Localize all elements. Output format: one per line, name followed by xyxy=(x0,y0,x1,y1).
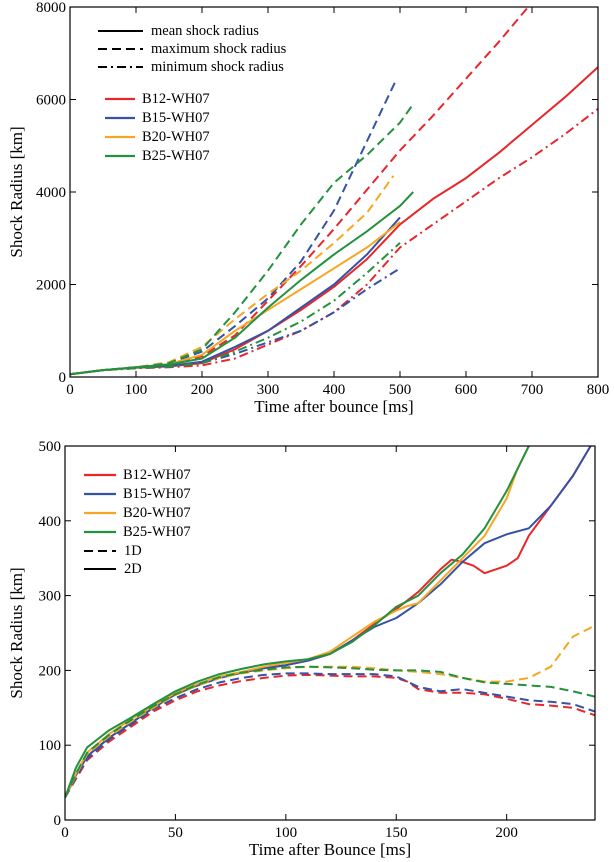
series-line-b15-wh07-minimum xyxy=(70,267,401,376)
x-tick-label: 300 xyxy=(257,382,280,398)
legend-style-label: 2D xyxy=(124,561,142,577)
x-tick-label: 200 xyxy=(191,382,214,398)
y-tick-label: 300 xyxy=(39,589,62,605)
legend-color-label: B25-WH07 xyxy=(123,524,191,540)
series-line-b15-wh07-maximum xyxy=(70,78,398,376)
x-tick-label: 700 xyxy=(521,382,544,398)
series-line-b20-wh07-1d xyxy=(65,624,595,799)
y-tick-label: 4000 xyxy=(36,185,66,201)
legend-color-label: B25-WH07 xyxy=(142,148,210,164)
legend-style-label: minimum shock radius xyxy=(151,59,284,75)
series-line-b15-wh07-1d xyxy=(65,672,595,799)
series-line-b15-wh07-mean xyxy=(70,216,401,376)
y-tick-label: 100 xyxy=(39,738,62,754)
x-tick-label: 0 xyxy=(61,825,69,841)
x-tick-label: 100 xyxy=(125,382,148,398)
x-tick-label: 600 xyxy=(455,382,478,398)
y-tick-label: 6000 xyxy=(36,93,66,109)
x-tick-label: 400 xyxy=(323,382,346,398)
legend-style-label: maximum shock radius xyxy=(151,41,287,57)
legend-color-label: B12-WH07 xyxy=(123,467,191,483)
legend-color-label: B15-WH07 xyxy=(123,486,191,502)
y-axis-label: Shock Radius [km] xyxy=(7,126,26,257)
series-group xyxy=(70,7,598,376)
legend-color-label: B20-WH07 xyxy=(123,505,191,521)
series-line-b12-wh07-1d xyxy=(65,673,595,799)
x-axis-label: Time after bounce [ms] xyxy=(254,397,413,416)
series-line-b25-wh07-1d xyxy=(65,665,595,799)
x-tick-label: 100 xyxy=(275,825,298,841)
bottom-panel-shock-radius-chart: 0 50 100 150 200 0 100 200 300 400 500 Time after B… xyxy=(7,439,596,859)
y-tick-label: 500 xyxy=(39,439,62,455)
x-tick-label: 150 xyxy=(385,825,408,841)
series-line-b25-wh07-2d xyxy=(65,446,530,798)
x-tick-label: 200 xyxy=(495,825,518,841)
y-tick-label: 8000 xyxy=(36,0,66,16)
series-line-b12-wh07-maximum xyxy=(70,7,530,376)
x-axis-label: Time after Bounce [ms] xyxy=(249,840,411,859)
x-tick-label: 800 xyxy=(587,382,610,398)
y-tick-label: 400 xyxy=(39,514,62,530)
top-panel-shock-radius-chart: 0 100 200 300 400 500 600 700 800020004000600080… xyxy=(7,0,609,416)
plot-frame xyxy=(69,6,599,378)
series-line-b25-wh07-maximum xyxy=(70,103,415,376)
legend-color-label: B12-WH07 xyxy=(142,91,210,107)
legend-style-label: mean shock radius xyxy=(151,23,259,39)
series-line-b12-wh07-minimum xyxy=(70,108,598,376)
series-line-b25-wh07-mean xyxy=(70,191,414,376)
x-tick-label: 0 xyxy=(66,382,74,398)
legend-style-label: 1D xyxy=(124,543,142,559)
y-tick-label: 2000 xyxy=(36,278,66,294)
legend-color-label: B15-WH07 xyxy=(142,110,210,126)
legend-color-label: B20-WH07 xyxy=(142,129,210,145)
y-tick-label: 0 xyxy=(54,813,62,829)
series-line-b25-wh07-minimum xyxy=(70,242,401,376)
y-tick-label: 0 xyxy=(59,370,67,386)
x-tick-label: 50 xyxy=(168,825,183,841)
plot-frame xyxy=(64,445,596,821)
y-axis-label: Shock Radius [km] xyxy=(7,567,26,698)
x-tick-label: 500 xyxy=(389,382,412,398)
series-line-b20-wh07-mean xyxy=(70,221,401,376)
y-tick-label: 200 xyxy=(39,663,62,679)
series-group xyxy=(65,446,595,799)
